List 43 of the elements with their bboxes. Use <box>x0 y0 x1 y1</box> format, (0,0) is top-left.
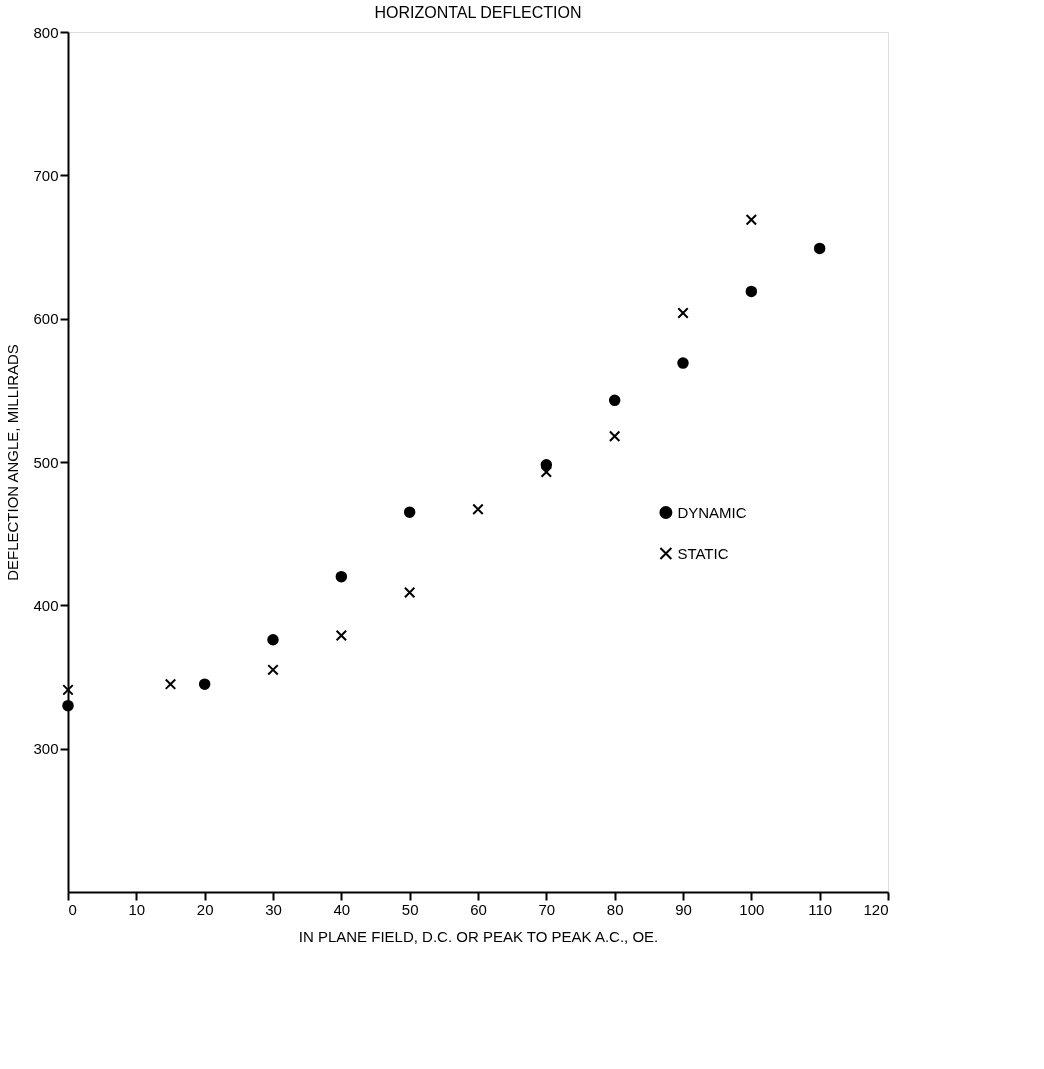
point <box>164 678 177 690</box>
x-tick-label: 70 <box>538 900 556 918</box>
point <box>267 634 279 646</box>
point <box>198 678 211 690</box>
x-tick-label: 60 <box>470 900 487 918</box>
y-tick-label: 500 <box>33 453 59 471</box>
y-axis-title: DEFLECTION ANGLE, MILLIRADS <box>4 344 22 581</box>
point <box>608 394 621 407</box>
y-tick-label: 400 <box>33 596 59 614</box>
y-tick-label: 800 <box>33 23 59 41</box>
x-tick-label: 30 <box>265 900 282 918</box>
point <box>540 466 553 478</box>
x-tick-label: 110 <box>808 900 833 918</box>
point <box>745 285 758 298</box>
x-tick-label: 0 <box>68 900 77 918</box>
point <box>608 430 621 442</box>
point <box>62 684 74 696</box>
point <box>745 214 758 226</box>
point <box>403 506 416 518</box>
point <box>677 307 689 319</box>
x-tick-label: 40 <box>333 900 351 918</box>
x-axis-title: IN PLANE FIELD, D.C. OR PEAK TO PEAK A.C., OE. <box>298 927 659 945</box>
x-tick-label: 120 <box>863 900 889 918</box>
point <box>267 664 279 676</box>
point <box>813 242 826 255</box>
x-tick-label: 90 <box>675 900 692 918</box>
point <box>335 570 348 583</box>
y-tick-label: 700 <box>33 166 59 184</box>
x-tick-label: 20 <box>196 900 214 918</box>
point <box>403 586 416 599</box>
chart-title: HORIZONTAL DEFLECTION <box>374 4 582 21</box>
y-tick-label: 600 <box>33 310 59 328</box>
x-tick-label: 80 <box>606 900 624 918</box>
x-tick-label: 50 <box>401 900 419 918</box>
point <box>62 699 74 712</box>
x-tick-label: 100 <box>739 900 765 918</box>
y-tick-label: 300 <box>33 740 59 758</box>
x-tick-label: 10 <box>128 900 146 918</box>
legend-label: STATIC <box>677 544 729 562</box>
point <box>472 503 484 516</box>
point <box>335 629 348 642</box>
point <box>677 357 689 369</box>
legend-label: DYNAMIC <box>677 503 747 521</box>
